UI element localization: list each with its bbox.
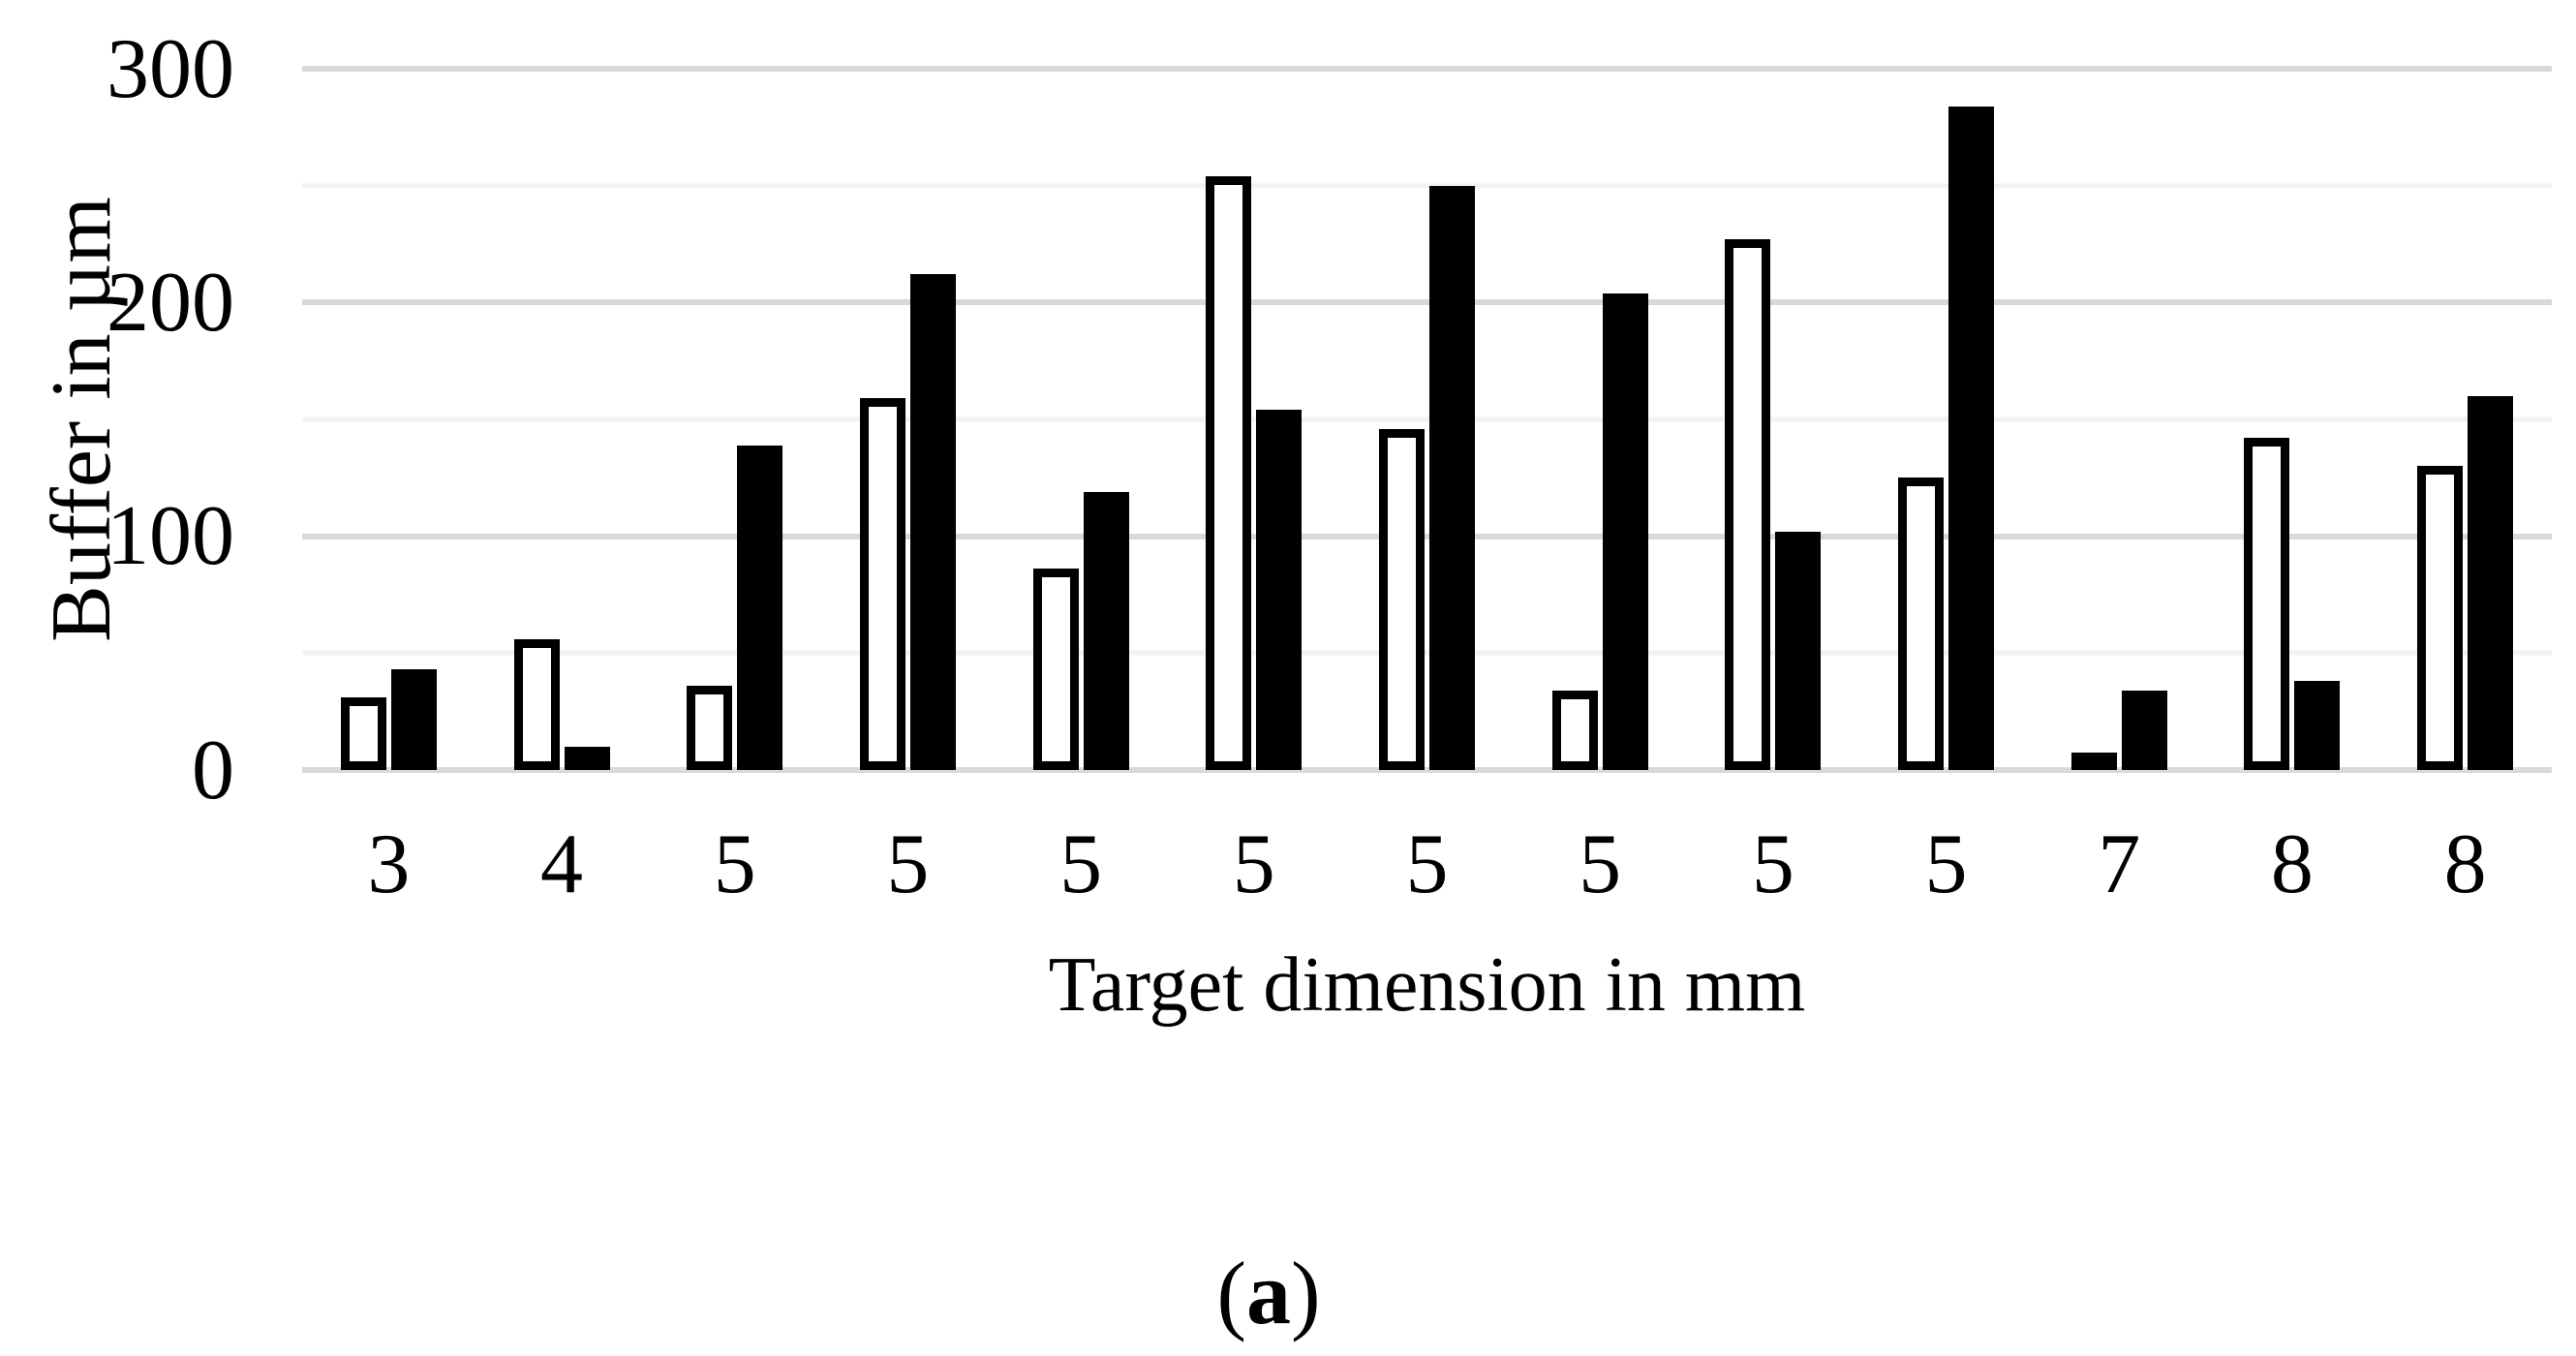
x-tick-label-1: 3 [367, 817, 411, 911]
bar-group-4 [821, 69, 995, 770]
gridline-150 [302, 416, 2552, 422]
x-tick-label-2: 4 [540, 817, 584, 911]
bar-group-13 [2378, 69, 2552, 770]
white-bars-bar-13 [2417, 466, 2464, 770]
x-tick-label-7: 5 [1405, 817, 1449, 911]
white-bars-bar-4 [859, 398, 905, 770]
white-bars-bar-6 [1206, 176, 1252, 770]
white-bars-bar-1 [340, 697, 386, 770]
black-bars-bar-5 [1083, 491, 1129, 770]
figure-caption: (a) [0, 1235, 2537, 1351]
x-axis-title: Target dimension in mm [1048, 942, 1806, 1028]
black-bars-bar-12 [2294, 681, 2341, 770]
caption-close-paren: ) [1291, 1244, 1321, 1342]
gridline-0 [302, 767, 2552, 773]
caption-letter: a [1246, 1244, 1291, 1342]
white-bars-bar-7 [1378, 428, 1425, 770]
white-bars-bar-3 [687, 686, 733, 770]
bar-group-2 [475, 69, 649, 770]
gridline-250 [302, 183, 2552, 189]
black-bars-bar-1 [390, 669, 437, 770]
gridline-50 [302, 650, 2552, 656]
gridline-100 [302, 533, 2552, 539]
gridline-300 [302, 66, 2552, 72]
x-tick-label-6: 5 [1232, 817, 1275, 911]
bar-group-3 [648, 69, 821, 770]
black-bars-bar-9 [1775, 531, 1822, 770]
white-bars-bar-8 [1551, 690, 1598, 770]
x-tick-label-10: 5 [1924, 817, 1968, 911]
black-bars-bar-3 [737, 445, 783, 770]
bar-group-5 [995, 69, 1168, 770]
bar-group-11 [2033, 69, 2206, 770]
x-tick-label-12: 8 [2270, 817, 2314, 911]
white-bars-bar-5 [1032, 569, 1079, 770]
bar-group-6 [1167, 69, 1340, 770]
x-tick-label-9: 5 [1751, 817, 1794, 911]
bar-group-10 [1859, 69, 2033, 770]
caption-open-paren: ( [1216, 1244, 1246, 1342]
black-bars-bar-6 [1256, 410, 1303, 770]
black-bars-bar-4 [909, 274, 956, 770]
black-bars-bar-2 [564, 746, 610, 770]
x-axis-tick-labels: 3 4 5 5 5 5 5 5 5 5 7 8 8 [302, 809, 2552, 920]
bar-group-9 [1687, 69, 1860, 770]
y-tick-label-100: 100 [107, 489, 234, 584]
x-tick-label-11: 7 [2098, 817, 2141, 911]
black-bars-bar-11 [2121, 690, 2167, 770]
plot-area [302, 66, 2552, 773]
white-bars-bar-10 [1898, 478, 1945, 770]
y-tick-label-0: 0 [192, 723, 234, 817]
y-tick-label-200: 200 [107, 255, 234, 350]
y-tick-label-300: 300 [107, 21, 234, 116]
black-bars-bar-10 [1948, 106, 1995, 770]
black-bars-bar-13 [2468, 395, 2514, 770]
bar-groups [302, 69, 2552, 770]
x-tick-label-5: 5 [1059, 817, 1103, 911]
x-tick-label-8: 5 [1579, 817, 1622, 911]
black-bars-bar-8 [1602, 293, 1648, 770]
black-bars-bar-7 [1428, 185, 1475, 770]
gridline-200 [302, 299, 2552, 306]
white-bars-bar-9 [1725, 239, 1771, 770]
white-bars-bar-12 [2244, 438, 2290, 770]
x-tick-label-4: 5 [886, 817, 930, 911]
bar-group-8 [1514, 69, 1687, 770]
bar-group-7 [1340, 69, 1514, 770]
white-bars-bar-2 [513, 638, 560, 770]
bar-group-1 [302, 69, 475, 770]
bar-group-12 [2206, 69, 2379, 770]
white-bars-bar-11 [2070, 753, 2117, 770]
x-tick-label-3: 5 [713, 817, 756, 911]
x-tick-label-13: 8 [2443, 817, 2487, 911]
